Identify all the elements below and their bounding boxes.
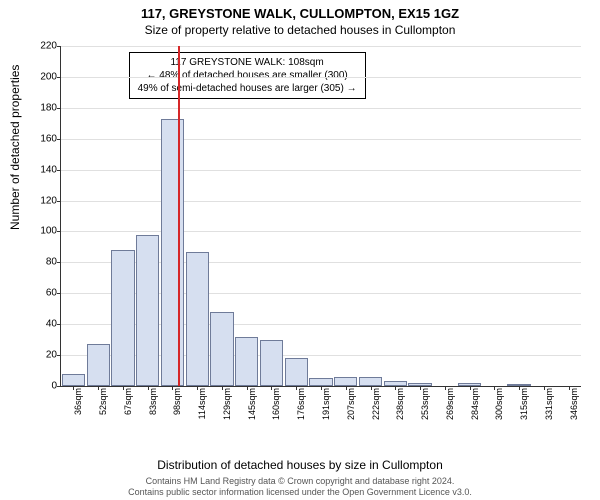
histogram-bar: [285, 358, 308, 386]
xtick-label: 36sqm: [73, 388, 83, 428]
chart-area: 117 GREYSTONE WALK: 108sqm ← 48% of deta…: [60, 46, 580, 426]
ytick-mark: [57, 324, 61, 325]
plot-region: 117 GREYSTONE WALK: 108sqm ← 48% of deta…: [60, 46, 581, 387]
ytick-mark: [57, 201, 61, 202]
ytick-mark: [57, 170, 61, 171]
histogram-bar: [359, 377, 382, 386]
ytick-mark: [57, 386, 61, 387]
histogram-bar: [161, 119, 184, 386]
xtick-label: 315sqm: [519, 388, 529, 428]
histogram-bar: [62, 374, 85, 386]
ytick-mark: [57, 355, 61, 356]
xtick-label: 145sqm: [247, 388, 257, 428]
ytick-label: 20: [31, 350, 57, 361]
gridline: [61, 170, 581, 171]
histogram-bar: [235, 337, 258, 386]
ytick-mark: [57, 108, 61, 109]
gridline: [61, 108, 581, 109]
y-axis-label: Number of detached properties: [8, 65, 22, 230]
xtick-label: 238sqm: [395, 388, 405, 428]
xtick-label: 284sqm: [470, 388, 480, 428]
footer-attribution: Contains HM Land Registry data © Crown c…: [0, 476, 600, 498]
gridline: [61, 201, 581, 202]
ytick-mark: [57, 77, 61, 78]
footer-line-1: Contains HM Land Registry data © Crown c…: [0, 476, 600, 487]
histogram-bar: [260, 340, 283, 386]
xtick-label: 331sqm: [544, 388, 554, 428]
histogram-bar: [309, 378, 332, 386]
ytick-label: 200: [31, 71, 57, 82]
ytick-mark: [57, 293, 61, 294]
annotation-line-2: ← 48% of detached houses are smaller (30…: [138, 69, 357, 82]
xtick-label: 160sqm: [271, 388, 281, 428]
annotation-line-3: 49% of semi-detached houses are larger (…: [138, 82, 357, 95]
gridline: [61, 139, 581, 140]
reference-line: [178, 46, 180, 386]
histogram-bar: [186, 252, 209, 386]
histogram-bar: [334, 377, 357, 386]
ytick-mark: [57, 231, 61, 232]
annotation-line-1: 117 GREYSTONE WALK: 108sqm: [138, 56, 357, 69]
xtick-label: 129sqm: [222, 388, 232, 428]
xtick-label: 114sqm: [197, 388, 207, 428]
histogram-bar: [136, 235, 159, 386]
histogram-bar: [111, 250, 134, 386]
chart-container: 117, GREYSTONE WALK, CULLOMPTON, EX15 1G…: [0, 0, 600, 500]
annotation-box: 117 GREYSTONE WALK: 108sqm ← 48% of deta…: [129, 52, 366, 99]
xtick-label: 176sqm: [296, 388, 306, 428]
ytick-mark: [57, 139, 61, 140]
gridline: [61, 77, 581, 78]
footer-line-2: Contains public sector information licen…: [0, 487, 600, 498]
xtick-label: 67sqm: [123, 388, 133, 428]
chart-subtitle: Size of property relative to detached ho…: [0, 21, 600, 37]
xtick-label: 253sqm: [420, 388, 430, 428]
xtick-label: 346sqm: [569, 388, 579, 428]
chart-title: 117, GREYSTONE WALK, CULLOMPTON, EX15 1G…: [0, 0, 600, 21]
xtick-label: 207sqm: [346, 388, 356, 428]
xtick-label: 300sqm: [494, 388, 504, 428]
ytick-label: 180: [31, 102, 57, 113]
ytick-label: 40: [31, 319, 57, 330]
ytick-label: 60: [31, 288, 57, 299]
xtick-label: 191sqm: [321, 388, 331, 428]
ytick-mark: [57, 46, 61, 47]
gridline: [61, 231, 581, 232]
xtick-label: 222sqm: [371, 388, 381, 428]
ytick-mark: [57, 262, 61, 263]
ytick-label: 220: [31, 41, 57, 52]
gridline: [61, 46, 581, 47]
ytick-label: 140: [31, 164, 57, 175]
xtick-label: 98sqm: [172, 388, 182, 428]
xtick-label: 83sqm: [148, 388, 158, 428]
ytick-label: 80: [31, 257, 57, 268]
x-axis-label: Distribution of detached houses by size …: [0, 458, 600, 472]
histogram-bar: [87, 344, 110, 386]
ytick-label: 0: [31, 381, 57, 392]
ytick-label: 100: [31, 226, 57, 237]
xtick-label: 269sqm: [445, 388, 455, 428]
ytick-label: 120: [31, 195, 57, 206]
histogram-bar: [210, 312, 233, 386]
xtick-label: 52sqm: [98, 388, 108, 428]
ytick-label: 160: [31, 133, 57, 144]
